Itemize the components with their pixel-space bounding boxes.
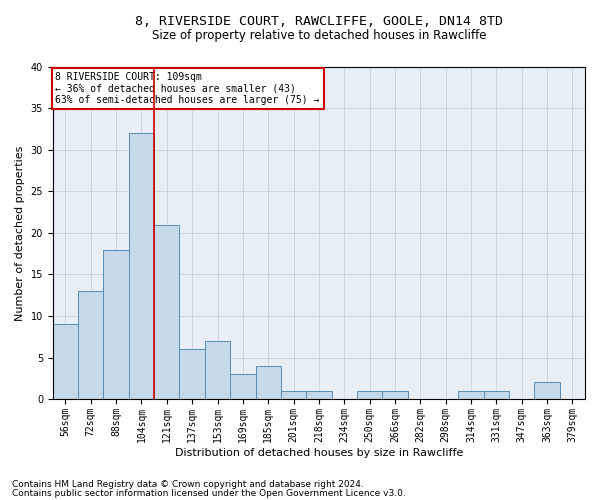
Bar xyxy=(53,324,78,399)
Bar xyxy=(179,349,205,399)
Bar xyxy=(535,382,560,399)
Bar xyxy=(103,250,129,399)
Text: Contains public sector information licensed under the Open Government Licence v3: Contains public sector information licen… xyxy=(12,488,406,498)
Bar xyxy=(205,341,230,399)
Bar xyxy=(129,134,154,399)
Bar xyxy=(230,374,256,399)
Text: 8, RIVERSIDE COURT, RAWCLIFFE, GOOLE, DN14 8TD: 8, RIVERSIDE COURT, RAWCLIFFE, GOOLE, DN… xyxy=(135,15,503,28)
Y-axis label: Number of detached properties: Number of detached properties xyxy=(15,146,25,320)
Bar xyxy=(154,224,179,399)
Bar xyxy=(382,391,407,399)
Text: Contains HM Land Registry data © Crown copyright and database right 2024.: Contains HM Land Registry data © Crown c… xyxy=(12,480,364,489)
Bar xyxy=(484,391,509,399)
Bar xyxy=(357,391,382,399)
Bar xyxy=(281,391,306,399)
X-axis label: Distribution of detached houses by size in Rawcliffe: Distribution of detached houses by size … xyxy=(175,448,463,458)
Bar xyxy=(78,291,103,399)
Bar xyxy=(256,366,281,399)
Title: Size of property relative to detached houses in Rawcliffe: Size of property relative to detached ho… xyxy=(152,29,486,42)
Bar xyxy=(306,391,332,399)
Bar xyxy=(458,391,484,399)
Text: 8 RIVERSIDE COURT: 109sqm
← 36% of detached houses are smaller (43)
63% of semi-: 8 RIVERSIDE COURT: 109sqm ← 36% of detac… xyxy=(55,72,320,105)
